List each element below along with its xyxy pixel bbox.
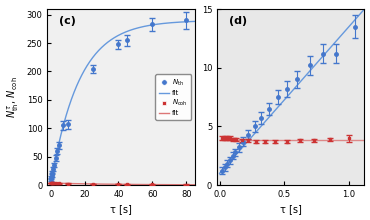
Text: (c): (c) bbox=[59, 16, 76, 26]
X-axis label: τ [s]: τ [s] bbox=[110, 204, 132, 214]
Y-axis label: $N^{\tau}_{\rm th}$, $N_{\rm coh}$: $N^{\tau}_{\rm th}$, $N_{\rm coh}$ bbox=[6, 76, 21, 118]
Legend: $N_{\rm th}$, fit, $N_{\rm coh}$, fit: $N_{\rm th}$, fit, $N_{\rm coh}$, fit bbox=[155, 74, 191, 120]
Text: (d): (d) bbox=[229, 16, 247, 26]
X-axis label: τ [s]: τ [s] bbox=[280, 204, 302, 214]
